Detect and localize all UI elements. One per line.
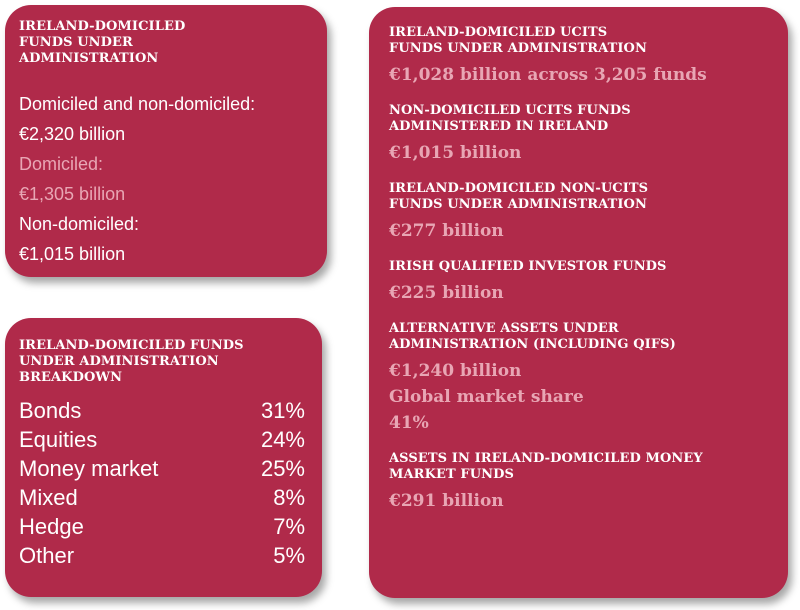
alternative-assets-section: ALTERNATIVE ASSETS UNDER ADMINISTRATION … [389, 321, 778, 435]
ucits-funds-heading: IRELAND-DOMICILED UCITS FUNDS UNDER ADMI… [389, 25, 647, 56]
qif-value: €225 billion [389, 283, 504, 303]
non-domiciled-ucits-value: €1,015 billion [389, 143, 522, 163]
breakdown-label: Other [19, 543, 75, 568]
domiciled-funds-card: IRELAND-DOMICILED FUNDS UNDER ADMINISTRA… [5, 5, 327, 277]
global-market-share-label: Global market share [389, 387, 584, 407]
alternative-assets-value: €1,240 billion [389, 361, 522, 381]
breakdown-label: Bonds [19, 398, 82, 423]
ucits-funds-section: IRELAND-DOMICILED UCITS FUNDS UNDER ADMI… [389, 25, 778, 87]
breakdown-row-money-market: Money market 25% [19, 454, 305, 483]
domiciled-label: Domiciled: [19, 154, 104, 174]
non-ucits-section: IRELAND-DOMICILED NON-UCITS FUNDS UNDER … [389, 181, 778, 243]
fund-statistics-card: IRELAND-DOMICILED UCITS FUNDS UNDER ADMI… [369, 7, 788, 598]
breakdown-label: Hedge [19, 514, 84, 539]
breakdown-value: 24% [260, 427, 305, 452]
non-domiciled-ucits-section: NON-DOMICILED UCITS FUNDS ADMINISTERED I… [389, 103, 778, 165]
non-ucits-value: €277 billion [389, 221, 504, 241]
non-ucits-heading: IRELAND-DOMICILED NON-UCITS FUNDS UNDER … [389, 181, 649, 212]
breakdown-value: 31% [260, 398, 305, 423]
breakdown-value: 5% [273, 543, 305, 568]
money-market-heading: ASSETS IN IRELAND-DOMICILED MONEY MARKET… [389, 451, 703, 482]
breakdown-row-bonds: Bonds 31% [19, 396, 305, 425]
money-market-section: ASSETS IN IRELAND-DOMICILED MONEY MARKET… [389, 451, 778, 513]
breakdown-card: IRELAND-DOMICILED FUNDS UNDER ADMINISTRA… [5, 318, 322, 597]
global-market-share-value: 41% [389, 413, 429, 433]
combined-value: €2,320 billion [19, 124, 126, 144]
non-domiciled-value: €1,015 billion [19, 244, 126, 264]
ucits-funds-value: €1,028 billion across 3,205 funds [389, 65, 707, 85]
breakdown-row-mixed: Mixed 8% [19, 483, 305, 512]
money-market-value: €291 billion [389, 491, 504, 511]
breakdown-row-other: Other 5% [19, 541, 305, 570]
breakdown-heading: IRELAND-DOMICILED FUNDS UNDER ADMINISTRA… [19, 338, 244, 385]
breakdown-label: Mixed [19, 485, 78, 510]
non-domiciled-ucits-heading: NON-DOMICILED UCITS FUNDS ADMINISTERED I… [389, 103, 631, 134]
qif-heading: IRISH QUALIFIED INVESTOR FUNDS [389, 259, 667, 274]
combined-label: Domiciled and non-domiciled: [19, 94, 256, 114]
domiciled-funds-heading: IRELAND-DOMICILED FUNDS UNDER ADMINISTRA… [19, 19, 186, 66]
breakdown-value: 7% [273, 514, 305, 539]
domiciled-value: €1,305 billion [19, 184, 126, 204]
alternative-assets-heading: ALTERNATIVE ASSETS UNDER ADMINISTRATION … [389, 321, 676, 352]
breakdown-label: Equities [19, 427, 98, 452]
breakdown-row-hedge: Hedge 7% [19, 512, 305, 541]
breakdown-row-equities: Equities 24% [19, 425, 305, 454]
breakdown-value: 8% [273, 485, 305, 510]
non-domiciled-label: Non-domiciled: [19, 214, 140, 234]
breakdown-label: Money market [19, 456, 159, 481]
breakdown-value: 25% [260, 456, 305, 481]
qif-section: IRISH QUALIFIED INVESTOR FUNDS €225 bill… [389, 259, 778, 305]
